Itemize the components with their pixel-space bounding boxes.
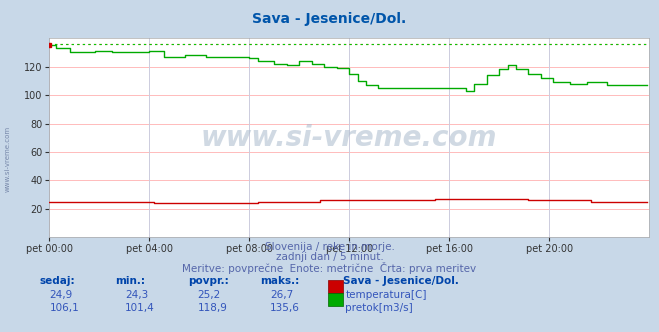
Text: maks.:: maks.: [260, 276, 300, 286]
Text: www.si-vreme.com: www.si-vreme.com [5, 126, 11, 193]
Text: sedaj:: sedaj: [40, 276, 75, 286]
Text: Meritve: povprečne  Enote: metrične  Črta: prva meritev: Meritve: povprečne Enote: metrične Črta:… [183, 262, 476, 274]
Text: 24,9: 24,9 [49, 290, 72, 299]
Text: min.:: min.: [115, 276, 146, 286]
Text: Slovenija / reke in morje.: Slovenija / reke in morje. [264, 242, 395, 252]
Text: 106,1: 106,1 [49, 303, 79, 313]
Text: www.si-vreme.com: www.si-vreme.com [201, 124, 498, 152]
Text: povpr.:: povpr.: [188, 276, 229, 286]
Text: temperatura[C]: temperatura[C] [345, 290, 427, 299]
Text: Sava - Jesenice/Dol.: Sava - Jesenice/Dol. [252, 12, 407, 26]
Text: 135,6: 135,6 [270, 303, 300, 313]
Text: 26,7: 26,7 [270, 290, 293, 299]
Text: Sava - Jesenice/Dol.: Sava - Jesenice/Dol. [343, 276, 459, 286]
Text: 118,9: 118,9 [198, 303, 227, 313]
Text: pretok[m3/s]: pretok[m3/s] [345, 303, 413, 313]
Text: 24,3: 24,3 [125, 290, 148, 299]
Text: 25,2: 25,2 [198, 290, 221, 299]
Text: 101,4: 101,4 [125, 303, 155, 313]
Text: zadnji dan / 5 minut.: zadnji dan / 5 minut. [275, 252, 384, 262]
